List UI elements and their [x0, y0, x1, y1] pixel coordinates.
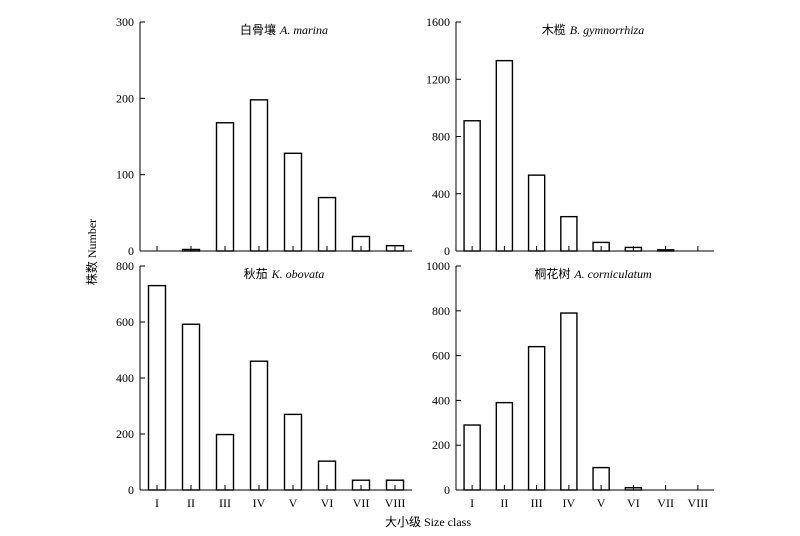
panel-title-latin: K. obovata [271, 267, 325, 281]
panel-title: 木榄 B. gymnorrhiza [542, 23, 644, 37]
y-tick-label: 300 [116, 15, 134, 29]
bar-II [495, 59, 514, 252]
x-tick-label: III [531, 496, 543, 510]
y-tick-label: 0 [128, 483, 134, 497]
x-tick-label: VIII [385, 496, 406, 510]
y-tick-label: 1200 [426, 72, 450, 86]
panel-title-cn: 白骨壤 [240, 22, 276, 37]
bar-V [283, 152, 303, 252]
x-tick-label: II [500, 496, 508, 510]
bar-I [147, 284, 167, 491]
y-axis-title: 株数 Number [84, 219, 99, 285]
panel-title-latin: A. corniculatum [573, 267, 652, 281]
x-tick-label: VII [657, 496, 674, 510]
panel-title: 秋茄 K. obovata [244, 267, 325, 281]
y-tick-label: 400 [432, 187, 450, 201]
y-tick-label: 100 [116, 168, 134, 182]
panel-title-latin: B. gymnorrhiza [570, 23, 644, 37]
y-tick-label: 200 [116, 91, 134, 105]
x-tick-label: V [289, 496, 298, 510]
bar-V [283, 413, 303, 491]
bar-III [215, 122, 235, 252]
bar-III [527, 345, 546, 491]
x-tick-label: VI [627, 496, 640, 510]
y-tick-label: 0 [444, 483, 450, 497]
bar-I [463, 120, 481, 252]
x-tick-label: VI [321, 496, 334, 510]
bar-I [463, 424, 481, 491]
x-axis-title: 大小级 Size class [385, 515, 471, 529]
y-tick-label: 200 [432, 438, 450, 452]
x-tick-label: V [597, 496, 606, 510]
y-tick-label: 1000 [426, 259, 450, 273]
chart-panels: 0 100 200 300 白骨壤 A. marina 0 400 800 1200 1600 木榄 B… [116, 15, 714, 510]
x-tick-label: II [187, 496, 195, 510]
y-tick-label: 600 [432, 349, 450, 363]
bar-VI [317, 196, 337, 252]
bar-II [181, 323, 201, 491]
bar-III [527, 174, 546, 252]
bar-IV [249, 360, 269, 491]
y-tick-label: 1600 [426, 15, 450, 29]
panel-title: 桐花树 A. corniculatum [534, 266, 652, 281]
x-tick-label: III [219, 496, 231, 510]
y-tick-label: 0 [444, 244, 450, 258]
x-tick-label: I [470, 496, 474, 510]
panel-title-latin: A. marina [279, 23, 328, 37]
bar-IV [249, 99, 269, 252]
x-tick-label: VII [353, 496, 370, 510]
y-tick-label: 800 [432, 304, 450, 318]
y-tick-label: 600 [116, 315, 134, 329]
panel-1: 0 100 200 300 白骨壤 A. marina [116, 15, 412, 258]
panel-title-cn: 木榄 [542, 23, 566, 37]
x-tick-label: I [155, 496, 159, 510]
y-tick-label: 400 [116, 371, 134, 385]
y-tick-label: 800 [116, 259, 134, 273]
y-tick-label: 0 [128, 244, 134, 258]
y-tick-label: 800 [432, 130, 450, 144]
panel-2: 0 400 800 1200 1600 木榄 B. gymnorrhiza [426, 15, 714, 258]
bar-II [495, 401, 514, 491]
panel-title: 白骨壤 A. marina [240, 22, 328, 37]
panel-title-cn: 秋茄 [244, 267, 268, 281]
bar-IV [560, 215, 578, 252]
panel-title-cn: 桐花树 [534, 266, 570, 281]
x-tick-label: VIII [688, 496, 709, 510]
y-tick-label: 400 [432, 393, 450, 407]
x-tick-label: IV [253, 496, 266, 510]
y-tick-label: 200 [116, 427, 134, 441]
x-tick-label: IV [563, 496, 576, 510]
bar-IV [560, 312, 578, 491]
bar-III [215, 433, 235, 491]
